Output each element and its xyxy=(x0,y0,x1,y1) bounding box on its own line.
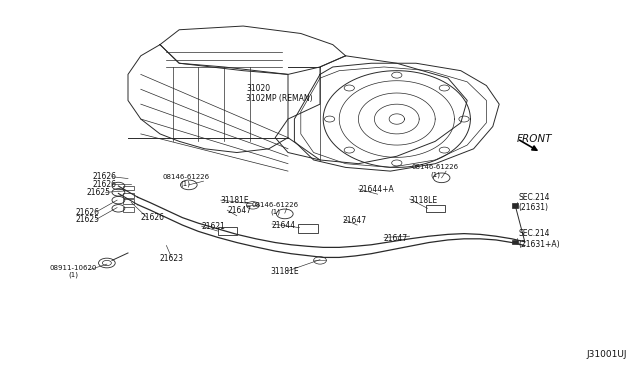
Bar xyxy=(123,193,134,198)
Bar xyxy=(123,186,134,190)
Text: SEC.214
(21631): SEC.214 (21631) xyxy=(518,193,550,212)
Text: 31181E: 31181E xyxy=(221,196,250,205)
Text: 21647: 21647 xyxy=(227,206,252,215)
Bar xyxy=(123,199,134,204)
Bar xyxy=(218,227,237,235)
Text: 21647: 21647 xyxy=(384,234,408,243)
Text: 21626: 21626 xyxy=(141,213,165,222)
Text: 31181E: 31181E xyxy=(271,267,299,276)
Bar xyxy=(426,205,445,212)
Text: J31001UJ: J31001UJ xyxy=(587,350,627,359)
Text: FRONT: FRONT xyxy=(517,135,552,144)
Text: 21625: 21625 xyxy=(76,215,100,224)
Text: 21647: 21647 xyxy=(342,216,367,225)
Text: 21626: 21626 xyxy=(93,180,116,189)
Bar xyxy=(298,224,318,232)
Bar xyxy=(512,203,518,208)
Text: 08146-61226
(1): 08146-61226 (1) xyxy=(162,174,209,187)
Text: 21623: 21623 xyxy=(160,254,184,263)
Bar xyxy=(123,207,134,212)
Text: 08146-61226
(1): 08146-61226 (1) xyxy=(252,202,299,215)
Text: 21644+A: 21644+A xyxy=(358,185,394,194)
Text: 08146-61226
(1): 08146-61226 (1) xyxy=(412,164,459,178)
Text: 3118LE: 3118LE xyxy=(410,196,438,205)
Text: 21626: 21626 xyxy=(76,208,100,217)
Text: 21644: 21644 xyxy=(272,221,296,230)
Text: SEC.214
(21631+A): SEC.214 (21631+A) xyxy=(518,229,560,248)
Text: 21625: 21625 xyxy=(86,188,111,197)
Bar xyxy=(512,240,518,244)
Text: 21626: 21626 xyxy=(93,172,116,181)
Text: 08911-10620
(1): 08911-10620 (1) xyxy=(50,265,97,278)
Text: 31020
3102MP (REMAN): 31020 3102MP (REMAN) xyxy=(246,84,313,103)
Text: 21621: 21621 xyxy=(202,222,225,231)
